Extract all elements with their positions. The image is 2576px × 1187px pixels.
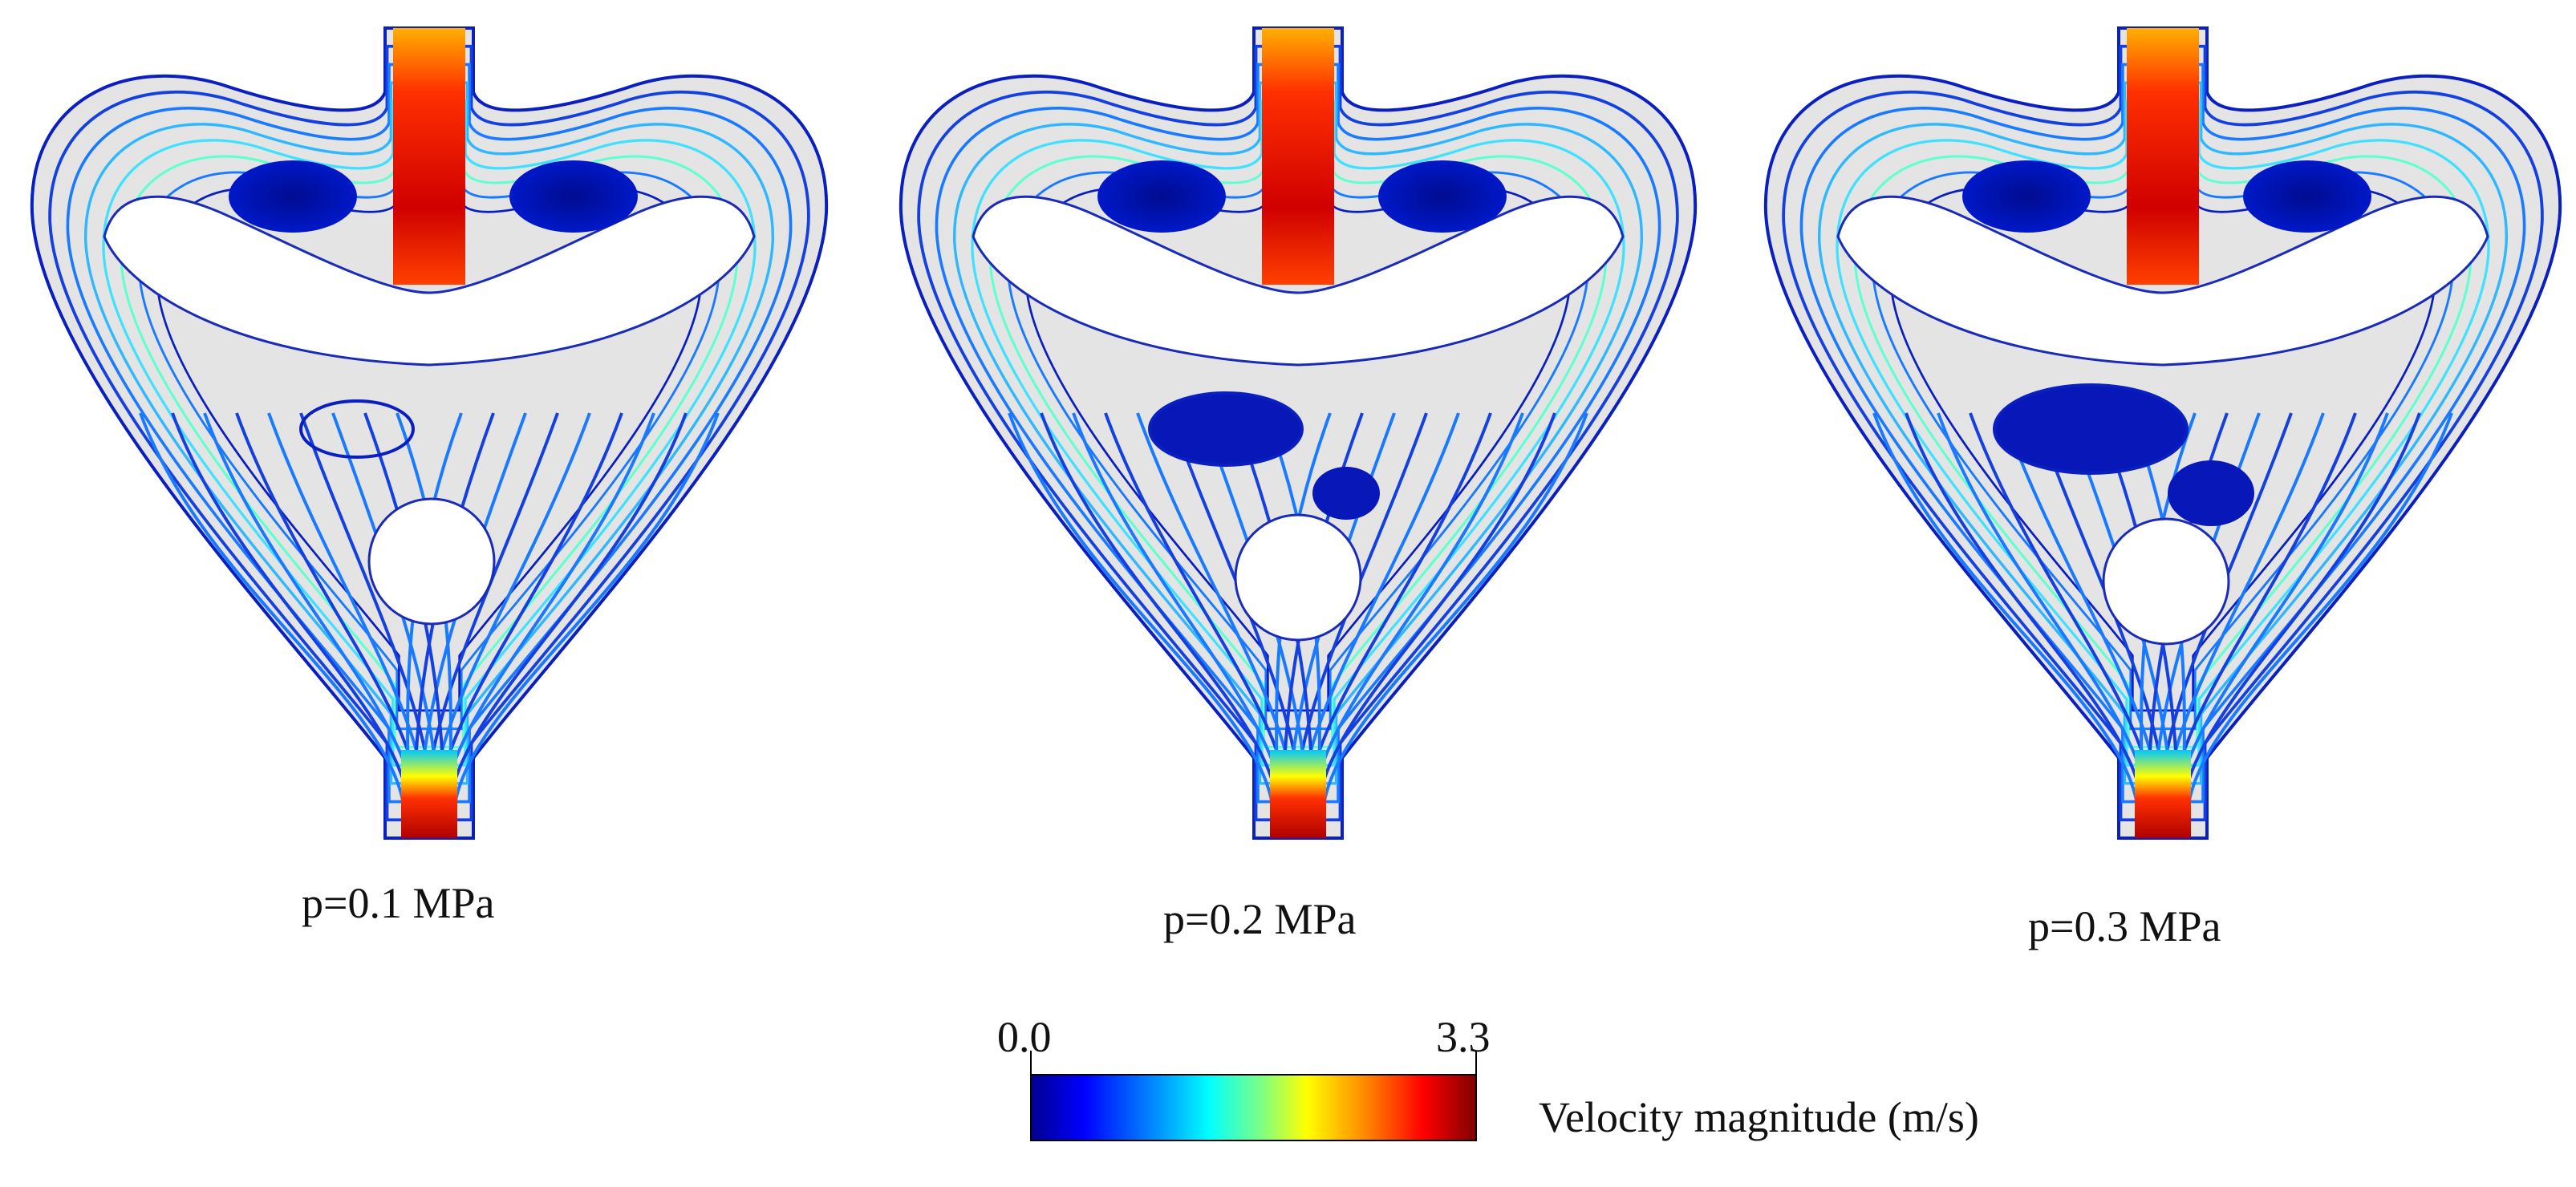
streamline — [1782, 44, 2544, 822]
vortex-left — [1097, 160, 1226, 233]
streamline — [452, 412, 720, 823]
vortex-lower — [1148, 391, 1304, 467]
streamline — [84, 81, 774, 785]
outlet-jet — [401, 750, 457, 838]
streamline — [1853, 118, 2473, 748]
streamline — [953, 81, 1643, 785]
streamline — [1872, 412, 2140, 823]
panel-caption-3: p=0.3 MPa — [2028, 902, 2221, 950]
streamline — [1315, 412, 1556, 823]
vortex-left — [1962, 160, 2091, 233]
flow-panel-1 — [30, 26, 829, 840]
streamline — [171, 412, 412, 823]
vortex-small — [1312, 467, 1380, 520]
vortex-small — [2168, 460, 2254, 526]
vortex-right — [1378, 160, 1507, 233]
vortex-right — [509, 160, 638, 233]
streamline — [48, 44, 810, 822]
streamline — [446, 412, 688, 823]
streamline — [1008, 412, 1276, 823]
inlet-jet — [2127, 28, 2199, 285]
flow-panel-2 — [899, 26, 1698, 840]
streamline — [899, 26, 1698, 840]
streamline — [139, 412, 407, 823]
solid-island — [103, 195, 756, 367]
circular-obstacle — [2102, 517, 2230, 646]
streamline — [1320, 412, 1588, 823]
outlet-jet — [1270, 750, 1326, 838]
streamline — [917, 44, 1679, 822]
streamline — [120, 118, 739, 748]
streamline — [1040, 412, 1281, 823]
colorbar-max-label: 3.3 — [1436, 1013, 1491, 1061]
streamline — [1818, 81, 2508, 785]
vortex-lower — [1993, 383, 2189, 475]
panel-caption-2: p=0.2 MPa — [1163, 895, 1357, 943]
vortex-lower — [299, 399, 415, 459]
colorbar-title: Velocity magnitude (m/s) — [1539, 1093, 1979, 1141]
solid-island — [1836, 195, 2489, 367]
vortex-left — [229, 160, 357, 233]
streamline — [971, 99, 1625, 767]
streamline — [935, 63, 1661, 804]
flow-panel-3 — [1763, 26, 2562, 840]
circular-obstacle — [1234, 513, 1362, 642]
colorbar-min-label: 0.0 — [997, 1013, 1052, 1061]
streamline — [2185, 412, 2453, 823]
streamline — [2180, 412, 2421, 823]
inlet-jet — [1262, 28, 1334, 285]
streamline — [66, 63, 793, 804]
streamline — [1836, 99, 2490, 767]
vortex-right — [2243, 160, 2371, 233]
panel-caption-1: p=0.1 MPa — [302, 879, 495, 927]
colorbar-gradient — [1030, 1074, 1477, 1141]
inlet-jet — [393, 28, 465, 285]
streamline — [1905, 412, 2146, 823]
solid-island — [972, 195, 1625, 367]
streamline — [1763, 26, 2562, 840]
circular-obstacle — [367, 497, 496, 626]
streamline — [988, 118, 1608, 748]
outlet-jet — [2135, 750, 2191, 838]
streamline — [102, 99, 757, 767]
streamline — [30, 26, 829, 840]
streamline — [1799, 63, 2526, 804]
